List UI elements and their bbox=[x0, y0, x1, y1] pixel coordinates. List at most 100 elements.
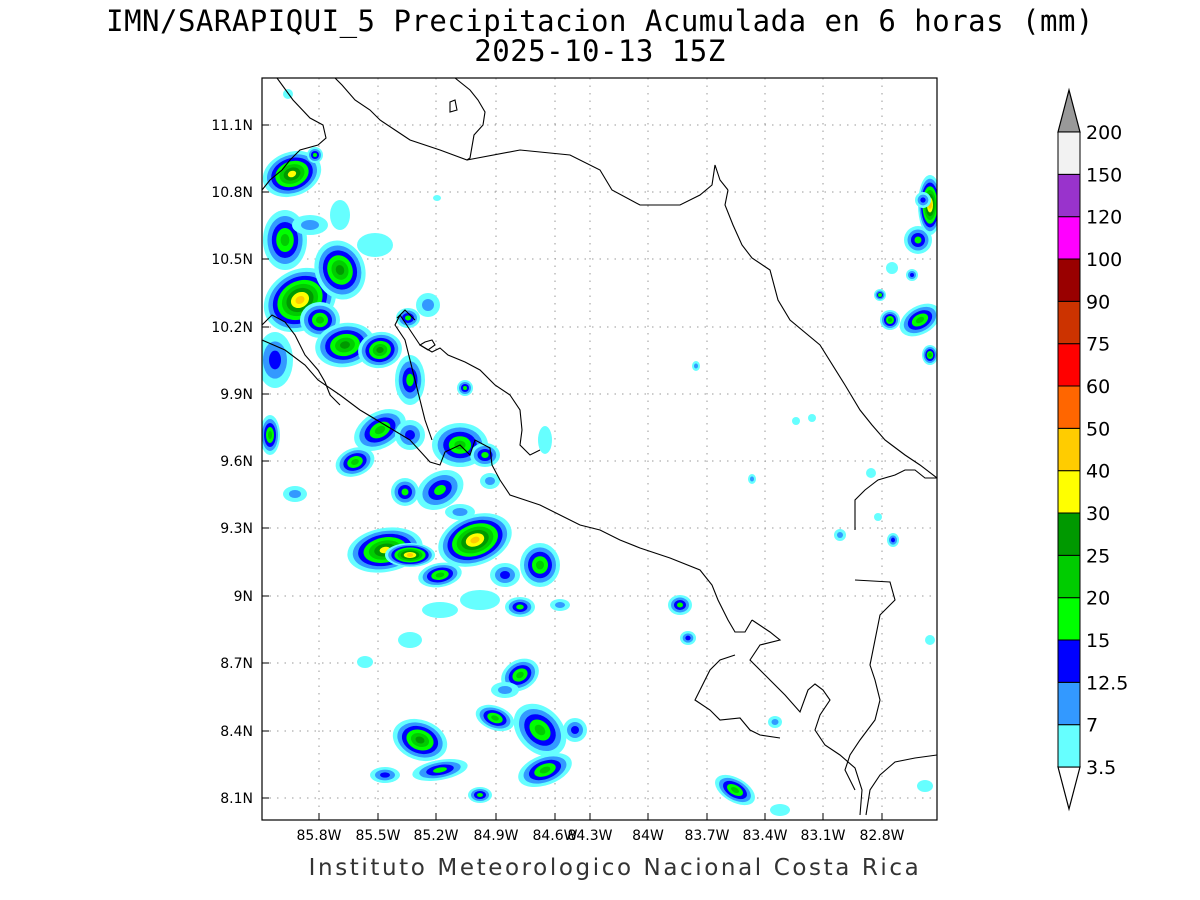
precip-contour bbox=[685, 635, 691, 641]
precip-contour bbox=[731, 786, 739, 794]
precip-contour bbox=[516, 604, 524, 610]
coastline bbox=[694, 689, 781, 739]
precip-contour bbox=[891, 537, 895, 543]
precip-contour bbox=[500, 571, 510, 579]
precip-contour bbox=[435, 572, 445, 578]
precip-contour bbox=[555, 602, 565, 608]
precip-contour bbox=[538, 426, 552, 454]
precip-contour bbox=[920, 197, 926, 203]
colorbar-label: 75 bbox=[1086, 334, 1110, 356]
precip-contour bbox=[287, 170, 297, 178]
colorbar-label: 200 bbox=[1086, 122, 1122, 144]
coastline bbox=[466, 149, 729, 206]
precip-contour bbox=[313, 153, 317, 157]
precip-contour bbox=[491, 715, 499, 721]
precip-contour bbox=[914, 236, 922, 244]
coastline bbox=[262, 339, 753, 633]
precip-contour bbox=[280, 234, 290, 246]
lat-tick-label: 8.7N bbox=[220, 656, 253, 672]
colorbar-label: 30 bbox=[1086, 503, 1110, 525]
precip-contour bbox=[405, 315, 411, 321]
precip-contour bbox=[351, 459, 359, 465]
colorbar-swatch bbox=[1057, 258, 1081, 302]
lon-tick-label: 83.4W bbox=[742, 828, 787, 844]
lon-tick-label: 85.5W bbox=[355, 828, 400, 844]
lat-tick-label: 9.3N bbox=[220, 521, 253, 537]
colorbar-swatch bbox=[1057, 300, 1081, 345]
lat-tick-label: 10.8N bbox=[211, 185, 253, 201]
precip-contour bbox=[452, 508, 468, 516]
precip-contour bbox=[886, 262, 898, 274]
precip-contour bbox=[295, 295, 305, 305]
precip-contour bbox=[433, 767, 447, 773]
precip-contour bbox=[433, 195, 441, 201]
map-frame bbox=[261, 77, 938, 821]
lat-tick-label: 8.4N bbox=[220, 724, 253, 740]
precip-contour bbox=[878, 293, 882, 297]
precip-contour bbox=[376, 346, 384, 354]
precip-contour bbox=[928, 353, 932, 357]
colorbar-swatch bbox=[1057, 427, 1081, 472]
precip-contour bbox=[910, 273, 914, 277]
footer-credit: Instituto Meteorologico Nacional Costa R… bbox=[308, 855, 922, 881]
precip-contour bbox=[463, 386, 467, 390]
colorbar-label: 7 bbox=[1086, 715, 1098, 737]
precip-contour bbox=[406, 373, 414, 387]
map-title: IMN/SARAPIQUI_5 Precipitacion Acumulada … bbox=[106, 4, 1094, 38]
colorbar-swatch bbox=[1057, 724, 1081, 768]
precip-contour bbox=[516, 671, 524, 679]
precip-contour bbox=[434, 485, 446, 495]
colorbar-swatch bbox=[1057, 470, 1081, 514]
coastline bbox=[854, 469, 937, 530]
lat-tick-label: 10.5N bbox=[211, 252, 253, 268]
precip-contour bbox=[269, 350, 281, 370]
precip-contour bbox=[837, 532, 843, 538]
coastline bbox=[394, 314, 433, 441]
precip-contour bbox=[481, 452, 489, 458]
lon-tick-label: 85.8W bbox=[296, 828, 341, 844]
coastlines-borders bbox=[262, 78, 937, 816]
coastline bbox=[844, 579, 896, 791]
precip-contour bbox=[340, 341, 350, 349]
precip-contour bbox=[539, 766, 551, 774]
coastline bbox=[418, 339, 436, 351]
colorbar-swatch bbox=[1057, 597, 1081, 641]
colorbar-label: 60 bbox=[1086, 376, 1110, 398]
precip-contour bbox=[498, 686, 512, 694]
colorbar-swatch bbox=[1057, 131, 1081, 175]
precip-contour bbox=[534, 724, 546, 736]
precip-contour bbox=[422, 299, 434, 311]
precip-contour bbox=[374, 425, 386, 435]
precip-contour bbox=[460, 590, 500, 610]
precip-contour bbox=[925, 635, 935, 645]
lon-tick-label: 83.1W bbox=[800, 828, 845, 844]
latitude-axis: 11.1N 10.8N 10.5N 10.2N 9.9N 9.6N 9.3N 9N 8.7N 8.… bbox=[211, 118, 269, 807]
precip-contour bbox=[401, 488, 409, 496]
lon-tick-label: 82.8W bbox=[859, 828, 904, 844]
precipitation-fill bbox=[262, 89, 937, 816]
colorbar-label: 3.5 bbox=[1086, 757, 1116, 779]
precip-contour bbox=[694, 363, 698, 369]
precip-contour bbox=[335, 265, 345, 275]
colorbar-swatch bbox=[1057, 216, 1081, 260]
lon-tick-label: 84.9W bbox=[473, 828, 518, 844]
colorbar-over-arrow bbox=[1057, 87, 1081, 133]
map-gridlines bbox=[262, 78, 937, 820]
colorbar-swatch bbox=[1057, 512, 1081, 556]
coastline bbox=[262, 78, 327, 191]
lon-tick-label: 84.6W bbox=[532, 828, 577, 844]
coastline bbox=[699, 654, 736, 691]
precip-contour bbox=[406, 553, 414, 557]
precip-contour bbox=[792, 417, 800, 425]
colorbar-label: 100 bbox=[1086, 249, 1122, 271]
precip-contour bbox=[380, 772, 390, 778]
lat-tick-label: 9.9N bbox=[220, 387, 253, 403]
precip-contour bbox=[301, 220, 319, 230]
lat-tick-label: 8.1N bbox=[220, 791, 253, 807]
colorbar-label: 50 bbox=[1086, 418, 1110, 440]
coastline bbox=[334, 78, 486, 161]
colorbar-swatch bbox=[1057, 343, 1081, 387]
lat-tick-label: 11.1N bbox=[211, 118, 253, 134]
coastline bbox=[749, 619, 863, 816]
